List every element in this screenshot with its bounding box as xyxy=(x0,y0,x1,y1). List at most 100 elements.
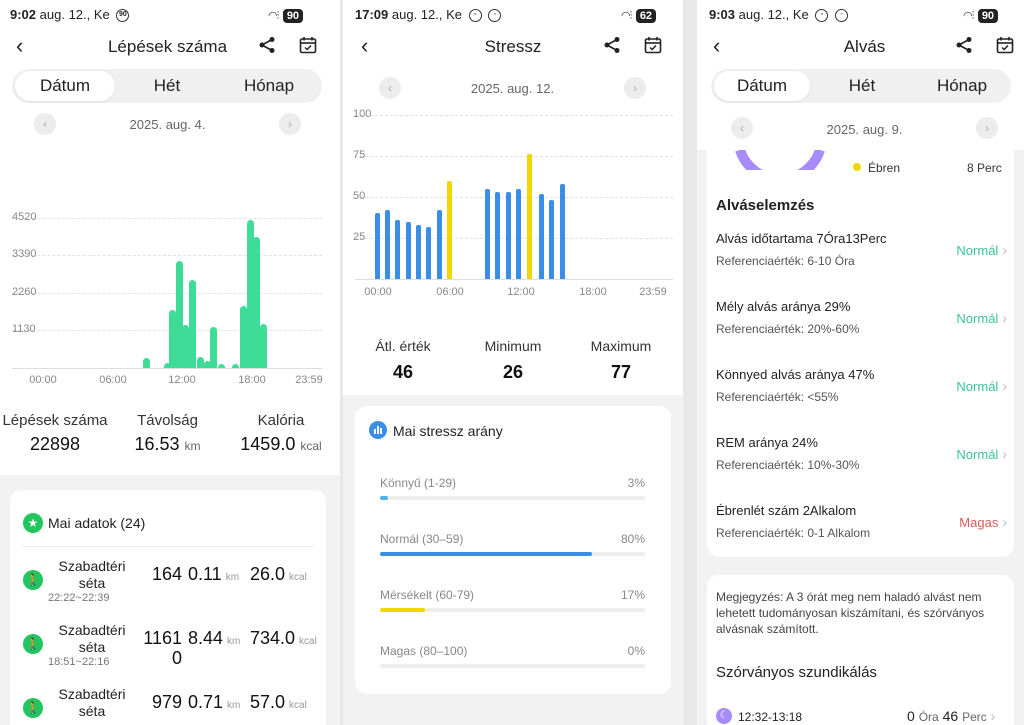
screenshot-icon: ▫ xyxy=(468,9,482,23)
chart-bar xyxy=(246,219,254,368)
period-tabs: Dátum Hét Hónap xyxy=(711,69,1011,103)
status-date: aug. 12., Ke xyxy=(738,7,809,22)
sleep-analysis-card: Ébren 8 Perc Alváselemzés Alvás időtarta… xyxy=(707,150,1014,557)
gridline xyxy=(12,330,322,332)
y-tick-label: 4520 xyxy=(12,210,37,223)
stress-screen: 17:09 aug. 12., Ke ▫ ◦ ◠⫶ 62 ‹ Stressz ‹… xyxy=(343,0,683,725)
card-title: Mai adatok (24) xyxy=(48,515,146,531)
chart-bar xyxy=(240,305,248,368)
x-axis xyxy=(355,279,673,280)
share-icon[interactable] xyxy=(603,36,621,54)
x-tick-label: 23:59 xyxy=(295,374,323,386)
stress-level-fill xyxy=(380,496,388,500)
nap-duration[interactable]: 0 Óra 46 Perc › xyxy=(907,708,996,724)
average-label: Átl. érték xyxy=(375,338,431,354)
stress-level-row: Mérsékelt (60-79) 17% xyxy=(355,588,671,628)
notification-badge-icon: ◦ xyxy=(835,9,849,23)
walking-icon: 🚶 xyxy=(23,698,43,718)
status-icons: ◠⫶ 90 xyxy=(963,6,999,24)
maximum-value: 77 xyxy=(610,362,632,382)
tab-week[interactable]: Hét xyxy=(848,76,876,95)
analysis-item-status: Normál › xyxy=(956,446,1007,462)
activity-row[interactable]: 🚶 Szabadtéri séta 979 0.71 km 57.0 kcal xyxy=(10,686,326,725)
x-tick-label: 00:00 xyxy=(29,374,57,386)
chart-bar xyxy=(232,363,240,368)
wifi-signal-icon: ◠⫶ xyxy=(621,10,632,22)
analysis-row[interactable]: Ébrenlét szám 2Alkalom Referenciaérték: 0… xyxy=(707,502,1014,552)
tab-date[interactable]: Dátum xyxy=(714,71,810,101)
activity-row[interactable]: 🚶 Szabadtéri séta 22:22~22:39 164 0.11 km 26.0… xyxy=(10,558,326,620)
awake-legend-label: Ébren xyxy=(868,161,901,175)
back-button[interactable]: ‹ xyxy=(361,33,369,58)
next-day-button[interactable]: › xyxy=(624,77,646,99)
stress-ratio-card: Mai stressz arány Könnyű (1-29) 3% Normál … xyxy=(355,406,671,694)
daily-data-card: ★ Mai adatok (24) 🚶 Szabadtéri séta 22:22~… xyxy=(10,490,326,725)
analysis-title: Alváselemzés xyxy=(716,197,815,214)
period-tabs: Dátum Hét Hónap xyxy=(12,69,322,103)
chart-bar xyxy=(515,188,521,279)
analysis-row[interactable]: Könnyed alvás aránya 47% Referenciaérték:… xyxy=(707,366,1014,416)
calendar-icon[interactable] xyxy=(644,36,662,54)
maximum-label: Maximum xyxy=(590,338,652,354)
analysis-row[interactable]: Mély alvás aránya 29% Referenciaérték: 20… xyxy=(707,298,1014,348)
activity-time: 18:51~22:16 xyxy=(48,656,110,668)
walking-icon: 🚶 xyxy=(23,634,43,654)
activity-row[interactable]: 🚶 Szabadtéri séta 18:51~22:16 1161 0 8.44 km 7… xyxy=(10,622,326,684)
activity-calories: 57.0 kcal xyxy=(250,692,307,712)
activity-name: Szabadtéri séta xyxy=(58,686,126,719)
y-tick-label: 75 xyxy=(353,149,366,161)
next-day-button[interactable]: › xyxy=(279,113,301,135)
previous-day-button[interactable]: ‹ xyxy=(731,117,753,139)
page-title: Stressz xyxy=(484,37,542,56)
tab-week[interactable]: Hét xyxy=(153,76,181,95)
activity-distance: 0.11 km xyxy=(188,564,240,584)
status-time: 17:09 xyxy=(355,7,389,22)
x-tick-label: 06:00 xyxy=(436,286,464,298)
back-button[interactable]: ‹ xyxy=(713,33,721,58)
selected-date: 2025. aug. 9. xyxy=(826,122,903,137)
stress-level-row: Normál (30–59) 80% xyxy=(355,532,671,572)
battery-indicator: 90 xyxy=(977,9,999,23)
calendar-icon[interactable] xyxy=(299,36,317,54)
chart-bar xyxy=(217,364,225,368)
chevron-right-icon: › xyxy=(1002,446,1007,462)
chart-bar xyxy=(175,260,183,368)
tab-date[interactable]: Dátum xyxy=(15,71,115,101)
analysis-item-title: Ébrenlét szám 2Alkalom xyxy=(716,503,857,518)
share-icon[interactable] xyxy=(258,36,276,54)
analysis-row[interactable]: Alvás időtartama 7Óra13Perc Referenciaért… xyxy=(707,230,1014,280)
y-tick-label: 50 xyxy=(353,190,366,202)
minimum-label: Minimum xyxy=(484,338,542,354)
calendar-icon[interactable] xyxy=(996,36,1014,54)
distance-label: Távolság xyxy=(137,412,198,429)
x-tick-label: 18:00 xyxy=(238,374,266,386)
status-bar: 9:02 aug. 12., Ke 90 xyxy=(10,7,130,23)
gridline xyxy=(12,292,322,294)
chart-bar xyxy=(260,324,268,368)
steps-chart: 4520 3390 2260 1130 00:00 06:00 12:00 18:00 23:5… xyxy=(0,180,340,390)
stress-level-track xyxy=(380,552,645,556)
chart-bar xyxy=(142,358,150,368)
tab-month[interactable]: Hónap xyxy=(936,76,988,95)
gridline xyxy=(12,255,322,257)
previous-day-button[interactable]: ‹ xyxy=(379,77,401,99)
moon-icon: ☾ xyxy=(716,708,732,724)
stress-level-percent: 3% xyxy=(627,476,645,490)
analysis-row[interactable]: REM aránya 24% Referenciaérték: 10%-30% No… xyxy=(707,434,1014,484)
stress-level-percent: 80% xyxy=(620,532,645,546)
x-tick-label: 18:00 xyxy=(579,286,607,298)
steps-value: 22898 xyxy=(29,434,81,454)
bar-chart-icon xyxy=(369,421,387,439)
distance-value: 16.53 km xyxy=(134,434,201,454)
stress-level-track xyxy=(380,664,645,668)
back-button[interactable]: ‹ xyxy=(16,33,24,58)
activity-steps: 164 xyxy=(151,564,182,584)
activity-steps: 979 xyxy=(151,692,182,712)
next-day-button[interactable]: › xyxy=(976,117,998,139)
tab-month[interactable]: Hónap xyxy=(243,76,295,95)
chart-bar xyxy=(484,188,490,279)
previous-day-button[interactable]: ‹ xyxy=(34,113,56,135)
activity-name: Szabadtéri séta xyxy=(58,622,126,655)
share-icon[interactable] xyxy=(955,36,973,54)
status-time: 9:02 xyxy=(10,7,37,22)
